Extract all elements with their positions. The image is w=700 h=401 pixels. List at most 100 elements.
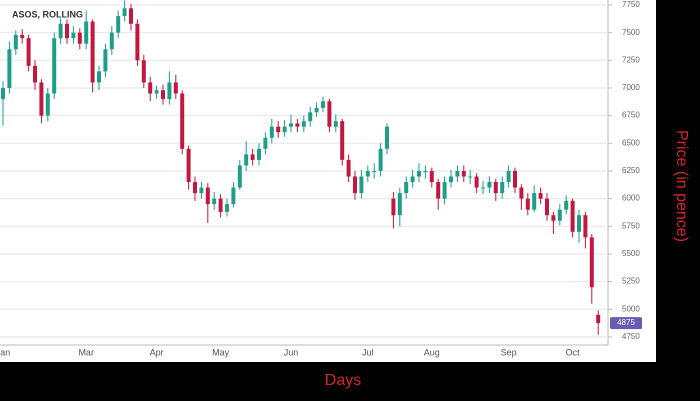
candle-body <box>116 16 121 33</box>
candle-body <box>154 90 159 94</box>
x-tick-label: Jun <box>284 347 299 357</box>
candle-body <box>308 112 313 122</box>
candle-body <box>26 38 31 66</box>
candle-body <box>321 101 325 108</box>
candle-body <box>583 215 588 238</box>
y-tick-label: 7250 <box>622 55 640 64</box>
candle-body <box>167 82 172 100</box>
candle-body <box>423 170 428 172</box>
x-tick-label: May <box>212 347 230 357</box>
candle-body <box>532 193 537 210</box>
candle-body <box>506 170 511 183</box>
candle-body <box>20 34 25 39</box>
candle-body <box>481 187 485 189</box>
x-tick-label: Apr <box>150 347 164 357</box>
y-tick-label: 5500 <box>622 249 640 258</box>
candle-body <box>353 176 357 194</box>
x-tick-label: Jul <box>362 347 374 357</box>
candle-body <box>577 215 581 232</box>
candle-body <box>538 193 543 199</box>
y-tick-label: 7000 <box>622 83 640 92</box>
candle-body <box>404 182 409 194</box>
candle-body <box>71 32 76 39</box>
y-tick-label: 6000 <box>622 194 640 203</box>
candle-body <box>468 176 473 178</box>
candle-body <box>410 176 415 183</box>
candle-body <box>589 237 594 288</box>
candle-body <box>314 107 319 113</box>
candle-body <box>429 170 434 183</box>
candle-body <box>225 204 229 212</box>
candle-body <box>58 23 63 39</box>
y-axis-label: Price (in pence) <box>673 130 690 242</box>
candle-body <box>564 200 569 210</box>
last-price-box <box>610 317 642 330</box>
candle-body <box>263 137 268 149</box>
candle-body <box>45 93 50 116</box>
candle-body <box>39 82 44 116</box>
y-tick-label: 5250 <box>622 277 640 286</box>
candle-body <box>205 187 210 205</box>
candle-body <box>519 187 524 199</box>
y-tick-label: 5750 <box>622 221 640 230</box>
candle-body <box>7 49 12 88</box>
y-tick-label: 4750 <box>622 332 640 341</box>
x-axis-label: Days <box>325 372 361 389</box>
candle-body <box>237 165 242 188</box>
y-tick-label: 5000 <box>622 304 640 313</box>
candle-body <box>97 71 101 83</box>
y-tick-label: 6750 <box>622 111 640 120</box>
candle-body <box>455 170 460 177</box>
x-tick-label: Aug <box>424 347 440 357</box>
candle-body <box>449 176 453 183</box>
candle-body <box>33 65 37 83</box>
candle-body <box>103 49 108 72</box>
candle-body <box>570 200 575 232</box>
candle-body <box>90 21 95 83</box>
candle-body <box>77 32 82 44</box>
y-tick-label: 6250 <box>622 166 640 175</box>
candle-body <box>545 198 549 216</box>
candle-body <box>186 148 191 183</box>
candle-body <box>301 121 306 127</box>
candle-body <box>250 154 255 160</box>
candle-body <box>218 198 223 212</box>
candle-body <box>135 23 140 61</box>
candle-body <box>257 148 261 160</box>
candle-body <box>161 90 165 100</box>
candle-body <box>346 159 351 177</box>
candle-body <box>122 8 127 17</box>
candle-body <box>359 176 364 194</box>
candle-body <box>333 121 338 127</box>
x-tick-label: Jan <box>0 347 10 357</box>
candle-body <box>461 170 466 177</box>
candle-body <box>513 170 517 188</box>
y-tick-label: 6500 <box>622 138 640 147</box>
candle-body <box>148 82 153 94</box>
y-tick-label: 7500 <box>622 28 640 37</box>
x-tick-label: Mar <box>78 347 94 357</box>
x-tick-label: Sep <box>501 347 517 357</box>
candle-body <box>180 93 185 149</box>
candle-body <box>52 38 57 94</box>
candle-body <box>442 182 447 199</box>
candle-body <box>231 187 236 205</box>
candle-body <box>551 215 556 221</box>
candle-body <box>276 126 281 133</box>
candle-body <box>109 32 114 50</box>
candle-body <box>557 209 562 221</box>
candle-body <box>500 182 505 194</box>
candle-body <box>487 182 492 188</box>
candle-body <box>13 34 18 50</box>
candle-body <box>269 126 274 138</box>
candle-body <box>173 82 178 94</box>
candle-body <box>397 193 402 216</box>
candle-body <box>141 60 146 83</box>
y-tick-label: 7750 <box>622 0 640 9</box>
candle-body <box>525 198 530 210</box>
candle-body <box>391 198 396 216</box>
x-tick-label: Oct <box>566 347 581 357</box>
candle-body <box>493 182 498 194</box>
candle-body <box>596 314 601 324</box>
candle-body <box>199 187 204 194</box>
